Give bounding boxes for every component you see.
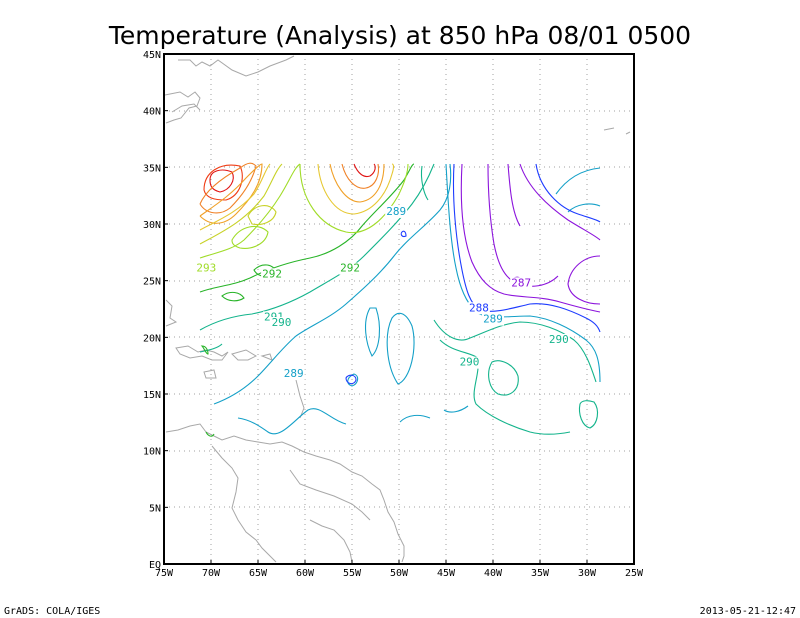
- lon-tick-label: 25W: [625, 568, 644, 579]
- contour-289: [213, 163, 452, 405]
- temperature-contours: [199, 162, 601, 437]
- lon-tick-label: 40W: [484, 568, 503, 579]
- coastlines: [164, 55, 631, 563]
- contour-red: [209, 169, 234, 193]
- lat-tick-label: 45N: [143, 50, 161, 61]
- contour-label: 289: [483, 313, 503, 326]
- lon-tick-label: 45W: [437, 568, 456, 579]
- contour-287: [460, 163, 601, 313]
- lat-tick-label: 35N: [143, 163, 161, 174]
- contour-label-background: [270, 317, 293, 329]
- lon-tick-label: 35W: [531, 568, 550, 579]
- contour-label: 289: [386, 205, 406, 218]
- contour-label: 290: [460, 356, 480, 369]
- lon-tick-label: 55W: [343, 568, 362, 579]
- contour-label-background: [282, 368, 305, 380]
- lon-tick-label: 70W: [202, 568, 221, 579]
- map-title: Temperature (Analysis) at 850 hPa 08/01 …: [108, 21, 691, 50]
- lat-tick-label: 25N: [143, 277, 161, 288]
- lat-tick-label: 10N: [143, 447, 161, 458]
- contour-red-2: [203, 164, 243, 201]
- contour-label: 287: [511, 276, 531, 289]
- contour-288: [452, 163, 601, 333]
- timestamp: 2013-05-21-12:47: [700, 606, 796, 617]
- contour-label-background: [339, 262, 362, 275]
- grads-credit: GrADS: COLA/IGES: [4, 606, 100, 617]
- lon-tick-label: 60W: [296, 568, 315, 579]
- contour-label: 292: [340, 262, 360, 275]
- contour-orange: [199, 162, 257, 214]
- contour-label: 292: [262, 267, 282, 280]
- contour-label-background: [482, 313, 504, 326]
- contour-293: [199, 163, 301, 259]
- contour-label: 293: [196, 262, 216, 275]
- lon-tick-label: 30W: [578, 568, 597, 579]
- contour-label-background: [195, 262, 218, 275]
- contour-label: 290: [272, 316, 292, 329]
- lat-tick-label: EQ: [149, 560, 161, 571]
- lat-tick-label: 30N: [143, 220, 161, 231]
- lat-tick-label: 15N: [143, 390, 161, 401]
- lon-tick-label: 75W: [155, 568, 174, 579]
- contour-label: 289: [284, 367, 304, 380]
- contour-label-background: [510, 277, 533, 290]
- contour-label-background: [385, 205, 408, 218]
- contour-label: 290: [549, 333, 569, 346]
- lat-tick-label: 5N: [149, 503, 161, 514]
- lon-tick-label: 50W: [390, 568, 409, 579]
- contour-label-background: [547, 334, 570, 346]
- contour-label-background: [467, 302, 490, 315]
- contour-label: 288: [469, 301, 489, 314]
- contour-label-background: [458, 356, 481, 369]
- lat-tick-label: 20N: [143, 333, 161, 344]
- contour-label-background: [261, 268, 284, 281]
- lon-tick-label: 65W: [249, 568, 268, 579]
- lat-tick-label: 40N: [143, 107, 161, 118]
- axis-ticks: 75W 70W 65W 60W 55W 50W 45W 40W 35W 30W 25W EQ 5N 10N…: [143, 50, 644, 579]
